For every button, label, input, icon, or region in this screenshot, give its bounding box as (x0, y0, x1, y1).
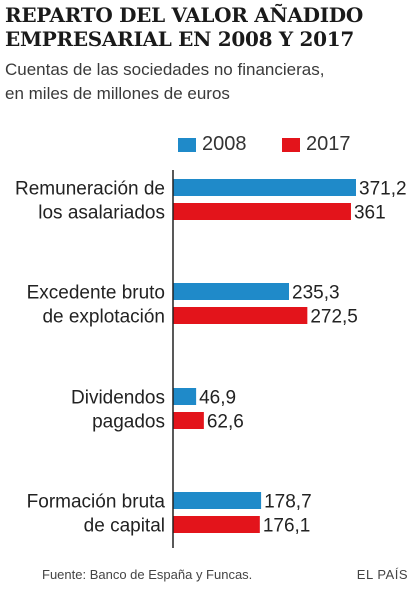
legend-label-2017: 2017 (306, 133, 351, 155)
chart-subtitle-line-2: en miles de millones de euros (5, 84, 230, 103)
category-label-1-line-2: de explotación (42, 307, 165, 328)
bar-2008-3 (173, 492, 262, 509)
value-label-2017-2: 62,6 (207, 412, 244, 433)
bar-2008-1 (173, 283, 290, 300)
bar-2008-0 (173, 179, 356, 196)
value-label-2017-0: 361 (354, 203, 386, 224)
chart-subtitle-line-1: Cuentas de las sociedades no financieras… (5, 60, 325, 79)
value-label-2017-3: 176,1 (263, 516, 311, 537)
bar-2017-1 (173, 307, 308, 324)
value-label-2008-0: 371,2 (359, 179, 407, 200)
value-label-2017-1: 272,5 (310, 307, 358, 328)
legend-label-2008: 2008 (202, 133, 247, 155)
legend-swatch-2008 (178, 138, 196, 152)
bar-2017-0 (173, 203, 351, 220)
category-label-2-line-2: pagados (92, 412, 165, 433)
publisher-brand: EL PAÍS (356, 567, 408, 582)
source-note: Fuente: Banco de España y Funcas. (42, 567, 253, 582)
value-label-2008-3: 178,7 (264, 492, 312, 513)
bar-2017-3 (173, 516, 260, 533)
chart-title-line-2: EMPRESARIAL EN 2008 Y 2017 (5, 27, 354, 51)
category-label-3-line-1: Formación bruta (27, 492, 166, 513)
legend-swatch-2017 (282, 138, 300, 152)
bar-2008-2 (173, 388, 197, 405)
value-label-2008-2: 46,9 (199, 388, 236, 409)
bar-2017-2 (173, 412, 204, 429)
chart-title: REPARTO DEL VALOR AÑADIDO EMPRESARIAL EN… (5, 3, 410, 51)
value-label-2008-1: 235,3 (292, 283, 340, 304)
category-label-2-line-1: Dividendos (71, 388, 165, 409)
category-label-3-line-2: de capital (84, 516, 165, 537)
chart-subtitle: Cuentas de las sociedades no financieras… (5, 58, 410, 106)
category-label-0-line-2: los asalariados (38, 203, 165, 224)
category-label-0-line-1: Remuneración de (15, 179, 165, 200)
chart-title-line-1: REPARTO DEL VALOR AÑADIDO (5, 3, 363, 27)
category-label-1-line-1: Excedente bruto (27, 283, 165, 304)
